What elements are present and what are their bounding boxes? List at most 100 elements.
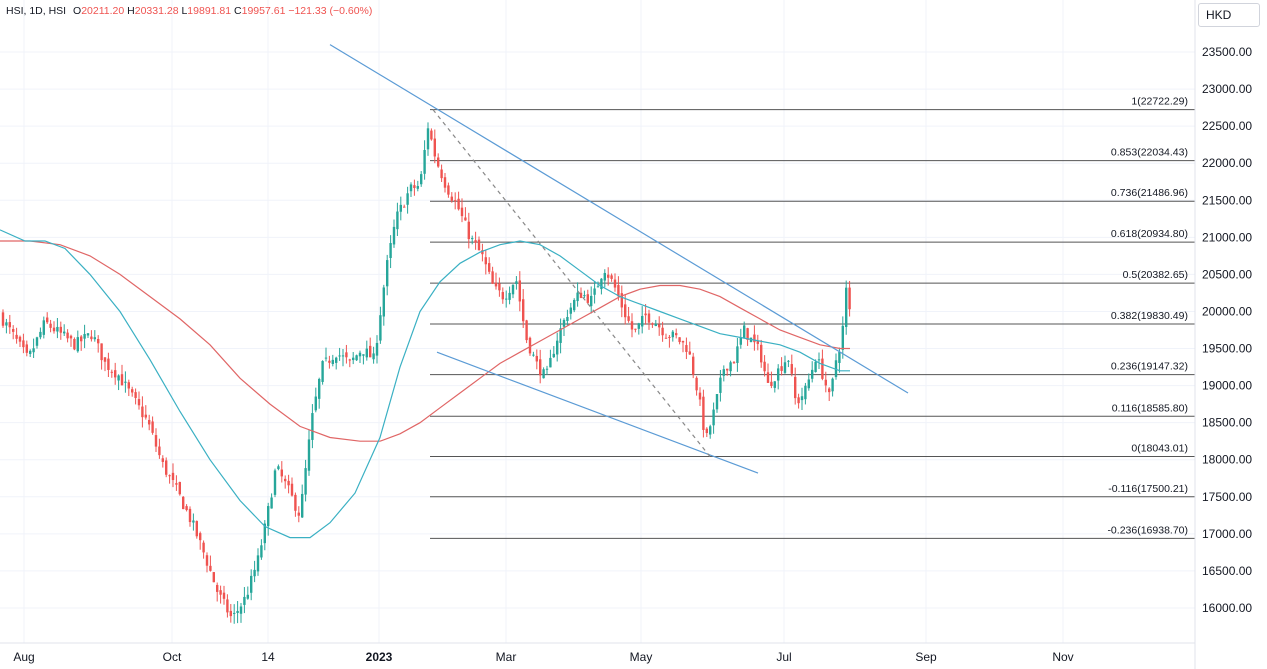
candle-body bbox=[154, 435, 158, 447]
candle-body bbox=[726, 368, 729, 371]
candle-body bbox=[192, 520, 195, 523]
candle-body bbox=[284, 478, 287, 482]
candle-body bbox=[766, 372, 770, 383]
candle-body bbox=[430, 130, 433, 140]
candle-body bbox=[433, 138, 436, 157]
candle-body bbox=[834, 360, 838, 378]
candle-body bbox=[596, 286, 600, 288]
candle-body bbox=[545, 368, 549, 370]
candle-body bbox=[110, 371, 113, 373]
candle-body bbox=[450, 196, 453, 201]
candle-body bbox=[753, 334, 756, 343]
candle-body bbox=[658, 324, 661, 328]
candle-body bbox=[426, 128, 430, 150]
candle-body bbox=[637, 323, 640, 329]
candle-body bbox=[821, 358, 824, 379]
candle-body bbox=[746, 328, 749, 340]
candle-body bbox=[773, 381, 776, 388]
candle-body bbox=[494, 282, 498, 287]
fib-level-label: 1(22722.29) bbox=[1131, 96, 1188, 108]
candle-body bbox=[365, 348, 368, 358]
candle-body bbox=[440, 169, 443, 179]
candle-body bbox=[338, 355, 341, 357]
candle-body bbox=[511, 284, 515, 295]
candle-body bbox=[399, 204, 402, 212]
candle-body bbox=[763, 361, 766, 372]
candle-body bbox=[664, 337, 668, 339]
candle-body bbox=[263, 523, 266, 544]
candle-body bbox=[464, 217, 467, 221]
time-axis[interactable]: Aug Oct 14 2023 Mar May Jul Sep Nov bbox=[13, 650, 1073, 664]
candle-body bbox=[770, 381, 773, 387]
candle-body bbox=[120, 374, 124, 386]
candle-body bbox=[117, 375, 120, 381]
y-tick-label: 23500.00 bbox=[1202, 45, 1252, 59]
y-tick-label: 16500.00 bbox=[1202, 564, 1252, 578]
candle-body bbox=[178, 482, 181, 495]
moving-averages bbox=[0, 229, 850, 539]
candle-body bbox=[304, 468, 307, 495]
candle-body bbox=[593, 288, 596, 295]
candle-body bbox=[688, 351, 691, 355]
candle-body bbox=[222, 592, 226, 599]
candle-body bbox=[277, 466, 280, 470]
price-axis[interactable]: 23500.00 23000.00 22500.00 22000.00 21500.00… bbox=[1202, 45, 1252, 615]
candle-body bbox=[35, 337, 39, 346]
candle-body bbox=[396, 211, 399, 230]
high-label: H bbox=[127, 5, 135, 17]
candle-body bbox=[76, 337, 79, 352]
candle-body bbox=[501, 292, 504, 300]
candle-body bbox=[273, 470, 277, 495]
candle-body bbox=[297, 512, 300, 516]
candle-body bbox=[239, 606, 243, 614]
candle-body bbox=[824, 379, 827, 386]
currency-button[interactable]: HKD bbox=[1198, 3, 1260, 27]
fib-level-label: 0.382(19830.49) bbox=[1111, 310, 1188, 322]
trendline-upper[interactable] bbox=[329, 44, 909, 394]
candle-body bbox=[756, 340, 759, 344]
candle-body bbox=[379, 315, 382, 341]
candle-body bbox=[97, 339, 100, 344]
candle-body bbox=[739, 337, 742, 345]
candle-body bbox=[848, 287, 851, 310]
candle-body bbox=[103, 357, 107, 362]
trendline-lower[interactable] bbox=[436, 351, 759, 474]
candle-body bbox=[233, 612, 236, 614]
trendline-fib-diagonal[interactable] bbox=[432, 109, 711, 457]
candle-body bbox=[1, 312, 5, 326]
candle-body bbox=[562, 319, 566, 327]
candle-body bbox=[651, 323, 654, 325]
y-tick-label: 21000.00 bbox=[1202, 230, 1252, 244]
x-tick-label: Nov bbox=[1052, 650, 1073, 664]
candle-body bbox=[443, 177, 447, 188]
candle-body bbox=[607, 274, 610, 278]
candle-body bbox=[681, 341, 685, 343]
y-tick-label: 17500.00 bbox=[1202, 490, 1252, 504]
candle-body bbox=[294, 494, 297, 511]
candle-body bbox=[18, 336, 22, 342]
candle-body bbox=[457, 198, 460, 210]
candle-body bbox=[12, 329, 15, 332]
ohlc-legend: HSI, 1D, HSI O20211.20 H20331.28 L19891.… bbox=[6, 5, 372, 17]
candle-body bbox=[331, 359, 334, 364]
open-label: O bbox=[73, 5, 82, 17]
candle-body bbox=[80, 336, 83, 342]
candle-body bbox=[73, 338, 76, 350]
candle-body bbox=[556, 340, 559, 355]
candle-body bbox=[114, 370, 117, 378]
candle-body bbox=[515, 281, 518, 285]
candle-body bbox=[406, 193, 409, 205]
candle-body bbox=[131, 389, 134, 393]
candle-body bbox=[437, 157, 440, 167]
candle-body bbox=[467, 221, 470, 240]
candle-body bbox=[498, 283, 501, 291]
candle-body bbox=[307, 439, 311, 471]
trendlines[interactable] bbox=[329, 44, 909, 474]
candle-body bbox=[171, 472, 175, 480]
fib-level-label: -0.236(16938.70) bbox=[1107, 524, 1188, 536]
candle-body bbox=[743, 325, 746, 339]
candle-body bbox=[800, 396, 804, 401]
fibonacci-retracement[interactable]: 1(22722.29) 0.853(22034.43) 0.736(21486.96… bbox=[430, 96, 1195, 539]
candle-body bbox=[205, 555, 209, 566]
